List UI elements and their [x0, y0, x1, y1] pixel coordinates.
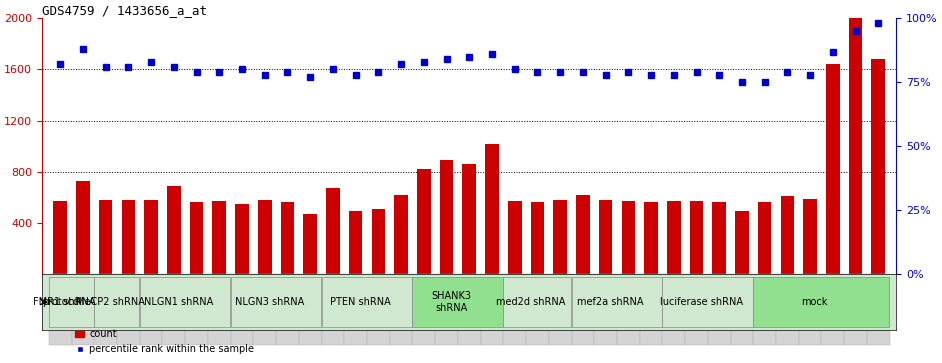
- Text: NLGN1 shRNA: NLGN1 shRNA: [144, 297, 213, 307]
- Text: med2d shRNA: med2d shRNA: [495, 297, 565, 307]
- Text: GDS4759 / 1433656_a_at: GDS4759 / 1433656_a_at: [42, 4, 207, 17]
- FancyBboxPatch shape: [49, 277, 94, 327]
- FancyBboxPatch shape: [344, 274, 367, 346]
- Bar: [189, 202, 203, 274]
- Bar: [577, 195, 590, 274]
- Text: mef2a shRNA: mef2a shRNA: [577, 297, 643, 307]
- FancyBboxPatch shape: [139, 274, 162, 346]
- FancyBboxPatch shape: [754, 277, 889, 327]
- FancyBboxPatch shape: [480, 274, 503, 346]
- FancyBboxPatch shape: [231, 274, 253, 346]
- Bar: [644, 202, 658, 274]
- Bar: [758, 202, 771, 274]
- Bar: [417, 169, 430, 274]
- FancyBboxPatch shape: [707, 274, 731, 346]
- FancyBboxPatch shape: [662, 277, 753, 327]
- Bar: [76, 181, 89, 274]
- FancyBboxPatch shape: [435, 274, 458, 346]
- FancyBboxPatch shape: [72, 274, 94, 346]
- FancyBboxPatch shape: [367, 274, 390, 346]
- FancyBboxPatch shape: [458, 274, 480, 346]
- FancyBboxPatch shape: [844, 274, 867, 346]
- Bar: [667, 201, 681, 274]
- FancyBboxPatch shape: [640, 274, 662, 346]
- Bar: [463, 164, 476, 274]
- FancyBboxPatch shape: [572, 274, 594, 346]
- Text: protocol: protocol: [42, 297, 82, 307]
- Bar: [440, 160, 453, 274]
- FancyBboxPatch shape: [139, 277, 230, 327]
- FancyBboxPatch shape: [821, 274, 844, 346]
- FancyBboxPatch shape: [276, 274, 299, 346]
- FancyBboxPatch shape: [754, 274, 776, 346]
- Text: mock: mock: [802, 297, 828, 307]
- Bar: [395, 195, 408, 274]
- Text: SHANK3
shRNA: SHANK3 shRNA: [431, 291, 471, 313]
- FancyBboxPatch shape: [572, 277, 662, 327]
- FancyBboxPatch shape: [594, 274, 617, 346]
- Bar: [99, 200, 112, 274]
- FancyBboxPatch shape: [549, 274, 572, 346]
- FancyBboxPatch shape: [776, 274, 799, 346]
- Bar: [258, 200, 271, 274]
- FancyBboxPatch shape: [867, 274, 889, 346]
- Text: PTEN shRNA: PTEN shRNA: [330, 297, 391, 307]
- Bar: [371, 209, 385, 274]
- FancyBboxPatch shape: [731, 274, 754, 346]
- Text: FMR1 shRNA: FMR1 shRNA: [34, 297, 96, 307]
- FancyBboxPatch shape: [413, 277, 503, 327]
- FancyBboxPatch shape: [503, 277, 571, 327]
- Text: NLGN3 shRNA: NLGN3 shRNA: [235, 297, 304, 307]
- Bar: [303, 214, 317, 274]
- FancyBboxPatch shape: [685, 274, 707, 346]
- Bar: [281, 202, 294, 274]
- Bar: [553, 200, 567, 274]
- Bar: [508, 201, 522, 274]
- Bar: [781, 196, 794, 274]
- Bar: [122, 200, 136, 274]
- FancyBboxPatch shape: [526, 274, 549, 346]
- Bar: [871, 59, 885, 274]
- Bar: [144, 200, 158, 274]
- Legend: count, percentile rank within the sample: count, percentile rank within the sample: [71, 326, 258, 358]
- Bar: [167, 186, 181, 274]
- FancyBboxPatch shape: [321, 277, 412, 327]
- FancyBboxPatch shape: [799, 274, 821, 346]
- Bar: [622, 201, 635, 274]
- FancyBboxPatch shape: [617, 274, 640, 346]
- Text: luciferase shRNA: luciferase shRNA: [659, 297, 742, 307]
- FancyBboxPatch shape: [208, 274, 231, 346]
- Bar: [213, 201, 226, 274]
- FancyBboxPatch shape: [321, 274, 344, 346]
- FancyBboxPatch shape: [94, 274, 117, 346]
- FancyBboxPatch shape: [299, 274, 321, 346]
- FancyBboxPatch shape: [117, 274, 139, 346]
- Bar: [599, 200, 612, 274]
- Bar: [826, 64, 839, 274]
- Bar: [804, 199, 817, 274]
- FancyBboxPatch shape: [186, 274, 208, 346]
- Bar: [485, 143, 499, 274]
- FancyBboxPatch shape: [390, 274, 413, 346]
- Bar: [349, 211, 363, 274]
- Bar: [712, 202, 726, 274]
- FancyBboxPatch shape: [503, 274, 526, 346]
- Bar: [690, 201, 704, 274]
- Bar: [849, 19, 862, 274]
- Bar: [236, 204, 249, 274]
- FancyBboxPatch shape: [662, 274, 685, 346]
- Text: MeCP2 shRNA: MeCP2 shRNA: [75, 297, 145, 307]
- FancyBboxPatch shape: [253, 274, 276, 346]
- FancyBboxPatch shape: [231, 277, 321, 327]
- Bar: [735, 211, 749, 274]
- Bar: [54, 201, 67, 274]
- FancyBboxPatch shape: [49, 274, 72, 346]
- FancyBboxPatch shape: [162, 274, 186, 346]
- Bar: [530, 202, 544, 274]
- FancyBboxPatch shape: [94, 277, 139, 327]
- Bar: [326, 188, 340, 274]
- FancyBboxPatch shape: [413, 274, 435, 346]
